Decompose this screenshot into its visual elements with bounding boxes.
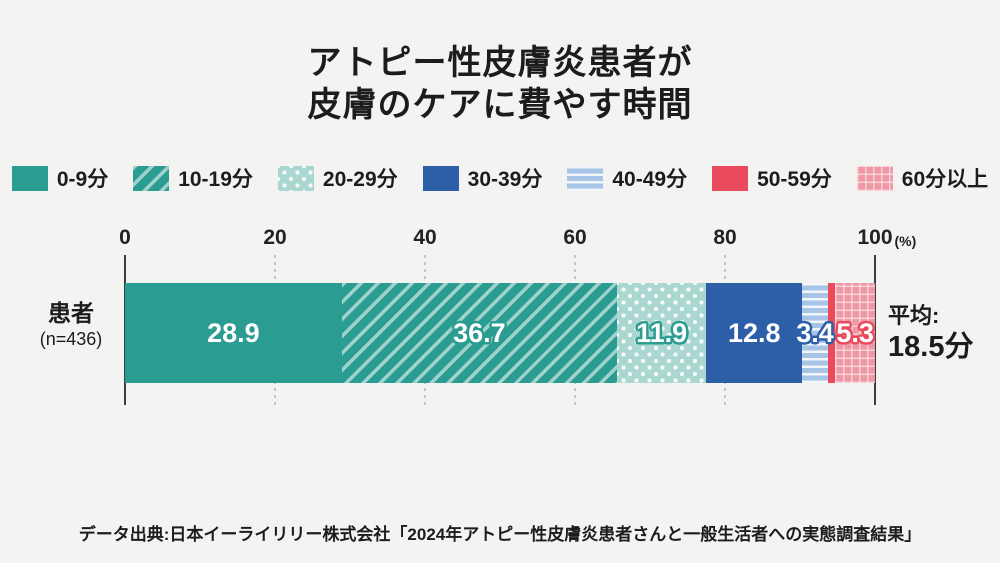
legend-swatch-50-59min	[712, 165, 749, 191]
legend-item-0-9min: 0-9分	[11, 163, 109, 193]
bar-segment-10-19min[interactable]: 36.7	[341, 283, 617, 383]
legend-label-30-39min: 30-39分	[467, 168, 543, 191]
legend-label-10-19min: 10-19分	[178, 168, 253, 191]
legend: 0-9分 10-19分 20-29分 30-39分 40-49分 50-59分 …	[0, 163, 1000, 193]
bar-segment-60min-plus[interactable]: 5.3	[835, 283, 875, 383]
x-tick-40: 40	[413, 226, 437, 249]
bar-segment-30-39min-value: 12.8	[727, 317, 781, 348]
average-value: 18.5分	[888, 331, 974, 363]
page-title-line1: アトピー性皮膚炎患者が	[307, 44, 693, 82]
bar-segment-10-19min-value: 36.7	[453, 317, 506, 348]
legend-item-60min-plus: 60分以上	[856, 163, 989, 193]
bar-segment-50-59min[interactable]	[827, 283, 836, 383]
legend-swatch-0-9min	[11, 165, 48, 191]
x-tick-0: 0	[119, 226, 131, 249]
stacked-bar: 28.9 36.7 11.9 12.8 3.4 5.3	[125, 283, 875, 383]
bar-segment-60min-plus-value: 5.3	[836, 317, 874, 348]
page-title-line2: 皮膚のケアに費やす時間	[307, 86, 693, 124]
data-source: データ出典:日本イーライリリー株式会社「2024年アトピー性皮膚炎患者さんと一般…	[78, 525, 922, 544]
bar-segment-20-29min[interactable]: 11.9	[617, 283, 707, 383]
legend-label-50-59min: 50-59分	[757, 168, 832, 191]
legend-swatch-30-39min	[422, 165, 459, 191]
bar-segment-40-49min-value: 3.4	[796, 317, 834, 348]
legend-item-10-19min: 10-19分	[133, 163, 253, 193]
legend-swatch-20-29min	[277, 165, 314, 191]
x-tick-60: 60	[563, 226, 587, 249]
average-annotation: 平均: 18.5分	[888, 301, 973, 364]
legend-swatch-40-49min	[567, 165, 604, 191]
x-tick-20: 20	[263, 226, 287, 249]
legend-item-30-39min: 30-39分	[422, 163, 543, 193]
category-label: 患者 (n=436)	[22, 298, 120, 351]
chart-area: 0 20 40 60 80 100 (%) 28.9 36.7 11.9 12.8…	[119, 0, 916, 563]
x-tick-80: 80	[713, 226, 737, 249]
legend-item-40-49min: 40-49分	[567, 163, 687, 193]
gridline-100	[874, 255, 876, 405]
bar-segment-20-29min-value: 11.9	[636, 317, 688, 348]
legend-label-20-29min: 20-29分	[322, 168, 398, 191]
category-name: 患者	[48, 300, 94, 326]
legend-label-0-9min: 0-9分	[56, 168, 109, 191]
average-label: 平均:	[888, 303, 940, 328]
sample-size: (n=436)	[39, 329, 103, 349]
legend-item-50-59min: 50-59分	[712, 163, 832, 193]
bar-segment-0-9min[interactable]: 28.9	[125, 283, 342, 383]
page-title: アトピー性皮膚炎患者が 皮膚のケアに費やす時間	[0, 42, 1000, 126]
legend-label-40-49min: 40-49分	[612, 168, 688, 191]
legend-swatch-10-19min	[133, 165, 170, 191]
x-tick-100: 100 (%)	[857, 226, 916, 250]
x-tick-100-value: 100	[857, 226, 893, 249]
bar-segment-30-39min[interactable]: 12.8	[706, 283, 803, 383]
bar-segment-40-49min[interactable]: 3.4	[796, 283, 834, 383]
legend-item-20-29min: 20-29分	[277, 163, 398, 193]
bar-segment-0-9min-value: 28.9	[207, 317, 260, 348]
x-axis: 0 20 40 60 80 100 (%)	[119, 226, 916, 252]
x-axis-unit: (%)	[894, 233, 917, 249]
legend-label-60min-plus: 60分以上	[901, 168, 989, 191]
legend-swatch-60min-plus	[856, 165, 893, 191]
